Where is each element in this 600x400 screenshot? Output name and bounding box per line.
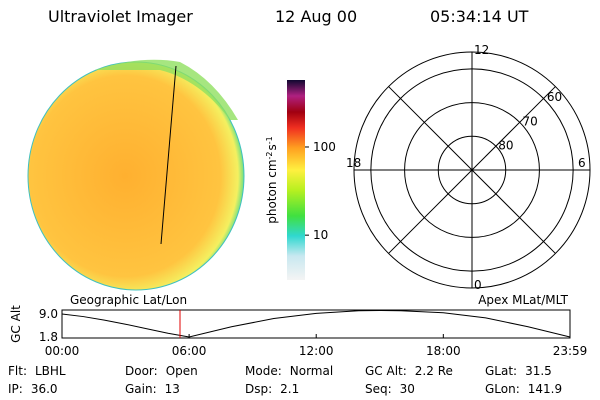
orbit-left-title: Geographic Lat/Lon [70, 293, 187, 307]
info-value: Normal [290, 364, 333, 378]
polar-mlt-label: 6 [578, 156, 586, 170]
polar-mlt-label: 0 [474, 278, 482, 292]
polar-mlt-label: 12 [474, 43, 489, 57]
orbit-ylabel: GC Alt [9, 305, 23, 343]
info-value: 2.2 Re [415, 364, 453, 378]
info-value: LBHL [35, 364, 66, 378]
orbit-x-tick-label: 18:00 [426, 344, 461, 358]
orbit-plot: Geographic Lat/Lon Apex MLat/MLT GC Alt … [9, 293, 587, 358]
time: 05:34:14 UT [430, 7, 529, 26]
info-label: Mode: [245, 364, 282, 378]
info-value: 36.0 [31, 382, 58, 396]
date: 12 Aug 00 [275, 7, 357, 26]
altitude-line [61, 309, 571, 338]
orbit-x-tick-label: 00:00 [45, 344, 80, 358]
polar-lat-label: 60 [547, 90, 562, 104]
orbit-x-tick-label: 23:59 [553, 344, 588, 358]
info-value: 31.5 [525, 364, 552, 378]
colorbar-label: photon cm-2s-1 [265, 136, 279, 224]
info-label: GLat: [485, 364, 517, 378]
info-label: Flt: [8, 364, 27, 378]
info-label: GLon: [485, 382, 520, 396]
info-value: 2.1 [280, 382, 299, 396]
orbit-y-tick-label: 9.0 [39, 307, 58, 321]
polar-mlt-label: 18 [346, 156, 361, 170]
info-label: Dsp: [245, 382, 272, 396]
orbit-right-title: Apex MLat/MLT [478, 293, 568, 307]
polar-lat-label: 80 [498, 139, 513, 153]
polar-ring [370, 68, 574, 272]
orbit-y-tick-label: 1.8 [39, 330, 58, 344]
orbit-x-tick-label: 12:00 [299, 344, 334, 358]
colorbar [287, 80, 305, 280]
orbit-x-tick-label: 06:00 [172, 344, 207, 358]
polar-lat-label: 70 [523, 114, 538, 128]
info-label: Door: [125, 364, 158, 378]
polar-ring [404, 102, 540, 238]
earth-image [27, 59, 245, 291]
info-label: GC Alt: [365, 364, 407, 378]
info-label: Seq: [365, 382, 392, 396]
polar-spoke [388, 86, 556, 254]
title: Ultraviolet Imager [48, 7, 193, 26]
info-panel: Flt: LBHL Door: Open Mode: Normal GC Alt: 2.2 R… [8, 364, 562, 396]
colorbar-tick-label: 100 [313, 140, 336, 154]
info-value: 141.9 [528, 382, 562, 396]
info-label: IP: [8, 382, 23, 396]
info-label: Gain: [125, 382, 157, 396]
info-value: Open [166, 364, 198, 378]
info-value: 30 [400, 382, 415, 396]
polar-ring [437, 135, 507, 205]
info-value: 13 [165, 382, 180, 396]
colorbar-tick-label: 10 [313, 228, 328, 242]
